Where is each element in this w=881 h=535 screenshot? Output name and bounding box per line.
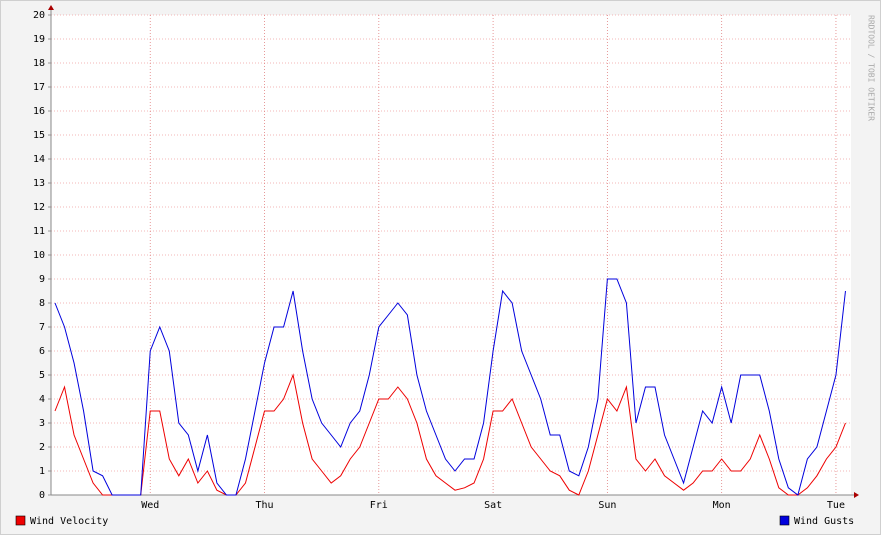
x-tick-label: Tue <box>827 500 845 511</box>
axis-arrow <box>48 5 54 10</box>
y-tick-label: 4 <box>39 394 45 405</box>
y-tick-label: 18 <box>33 58 45 69</box>
series-line <box>54 373 846 496</box>
x-tick-label: Thu <box>255 500 273 511</box>
y-tick-label: 0 <box>39 490 45 501</box>
x-tick-label: Fri <box>370 500 388 511</box>
legend-swatch <box>15 515 26 526</box>
y-tick-label: 5 <box>39 370 45 381</box>
y-tick-label: 10 <box>33 250 45 261</box>
y-tick-label: 8 <box>39 298 45 309</box>
y-tick-label: 20 <box>33 10 45 21</box>
y-tick-label: 11 <box>33 226 45 237</box>
y-tick-label: 19 <box>33 34 45 45</box>
series-line <box>54 278 846 496</box>
y-tick-label: 3 <box>39 418 45 429</box>
y-tick-label: 17 <box>33 82 45 93</box>
y-tick-label: 13 <box>33 178 45 189</box>
axis-arrow <box>854 492 859 498</box>
y-tick-label: 2 <box>39 442 45 453</box>
y-tick-label: 15 <box>33 130 45 141</box>
x-tick-label: Wed <box>141 500 159 511</box>
x-tick-label: Sat <box>484 500 502 511</box>
y-tick-label: 12 <box>33 202 45 213</box>
legend-swatch <box>779 515 790 526</box>
y-tick-label: 6 <box>39 346 45 357</box>
y-tick-label: 16 <box>33 106 45 117</box>
y-tick-label: 14 <box>33 154 45 165</box>
y-tick-label: 1 <box>39 466 45 477</box>
x-tick-label: Mon <box>713 500 731 511</box>
legend-label: Wind Gusts <box>794 516 854 527</box>
watermark: RRDTOOL / TOBI OETIKER <box>867 15 876 121</box>
x-tick-label: Sun <box>598 500 616 511</box>
y-tick-label: 9 <box>39 274 45 285</box>
y-tick-label: 7 <box>39 322 45 333</box>
legend-label: Wind Velocity <box>30 516 108 527</box>
